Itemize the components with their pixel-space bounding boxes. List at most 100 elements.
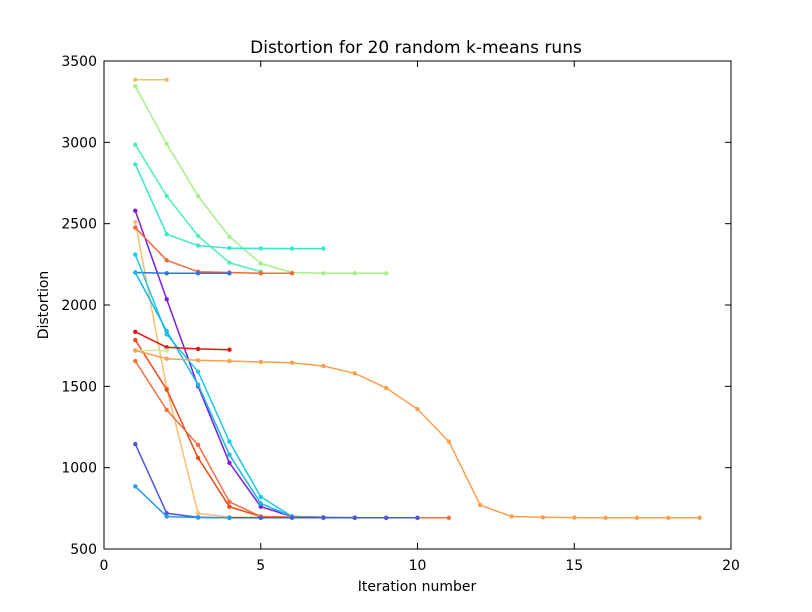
data-point	[258, 494, 263, 500]
data-point	[195, 455, 201, 461]
data-point	[195, 369, 201, 374]
data-point	[321, 271, 326, 276]
data-point	[352, 271, 357, 276]
data-point	[603, 515, 608, 520]
data-point	[133, 337, 138, 343]
data-point	[321, 363, 326, 369]
data-point	[258, 261, 263, 266]
series-line	[134, 331, 230, 351]
series-line	[134, 485, 230, 519]
data-point	[227, 271, 232, 276]
data-point	[164, 511, 169, 516]
series-3	[133, 142, 263, 274]
data-point	[227, 347, 232, 352]
data-point	[446, 439, 452, 444]
data-point	[258, 515, 263, 520]
data-point	[164, 328, 169, 334]
data-point	[227, 504, 232, 509]
series-layer	[133, 77, 702, 520]
data-point	[195, 271, 201, 276]
data-point	[164, 271, 169, 276]
data-point	[634, 515, 640, 520]
data-point	[195, 358, 201, 363]
series-4	[133, 162, 326, 251]
x-tick-label: 20	[722, 558, 740, 574]
y-tick-label: 1500	[61, 379, 97, 395]
data-point	[164, 387, 169, 392]
data-point	[164, 77, 169, 82]
data-point	[258, 501, 263, 506]
data-point	[227, 245, 232, 251]
data-point	[258, 271, 263, 276]
y-axis-label: Distortion	[36, 271, 52, 340]
y-tick-label: 3000	[61, 135, 97, 151]
data-point	[195, 346, 201, 352]
x-tick-label: 10	[409, 558, 427, 574]
data-point	[509, 514, 514, 519]
data-point	[195, 243, 201, 248]
data-point	[133, 252, 138, 257]
x-tick-label: 0	[100, 558, 109, 574]
series-14	[133, 348, 702, 520]
data-point	[352, 371, 357, 376]
data-point	[164, 514, 169, 519]
data-point	[227, 499, 232, 504]
data-point	[384, 385, 389, 391]
data-point	[195, 382, 201, 387]
series-line	[135, 271, 230, 275]
y-tick-label: 2500	[61, 217, 97, 233]
data-point	[384, 515, 389, 520]
data-point	[133, 348, 138, 353]
data-point	[133, 270, 138, 275]
data-point	[164, 258, 169, 263]
data-point	[133, 441, 138, 447]
data-point	[133, 329, 138, 334]
series-1	[133, 77, 169, 82]
data-point	[133, 77, 138, 82]
data-point	[195, 233, 201, 239]
y-tick-label: 2000	[61, 298, 97, 314]
data-point	[697, 515, 702, 520]
data-point	[164, 232, 169, 237]
data-point	[321, 246, 326, 251]
data-point	[195, 442, 201, 448]
data-point	[478, 502, 483, 508]
data-point	[352, 515, 357, 520]
data-point	[195, 511, 201, 516]
series-line	[134, 227, 293, 275]
data-point	[446, 515, 452, 520]
data-point	[164, 345, 169, 350]
data-point	[227, 460, 232, 465]
data-point	[227, 515, 232, 520]
data-point	[289, 360, 295, 365]
data-point	[133, 219, 138, 225]
y-tick-label: 1000	[61, 461, 97, 477]
data-point	[384, 271, 389, 276]
chart-title: Distortion for 20 random k-means runs	[250, 38, 582, 58]
data-point	[540, 515, 546, 520]
data-point	[321, 515, 326, 520]
data-point	[164, 356, 169, 361]
series-17	[133, 484, 232, 520]
data-point	[227, 234, 232, 239]
data-point	[164, 407, 169, 413]
data-point	[133, 484, 138, 489]
y-tick-label: 500	[70, 542, 97, 558]
x-tick-label: 15	[565, 558, 583, 574]
data-point	[289, 271, 295, 276]
y-tick-label: 3500	[61, 54, 97, 70]
data-point	[258, 359, 263, 365]
data-point	[195, 193, 201, 199]
series-11	[133, 329, 232, 352]
data-point	[415, 515, 420, 520]
data-point	[289, 515, 295, 520]
data-point	[133, 358, 138, 364]
x-axis-label: Iteration number	[358, 579, 477, 595]
data-point	[164, 193, 169, 199]
data-point	[133, 162, 138, 167]
tick-layer: 0 5 10 15 20 500 1000 1500 2000 2500 3000 3500	[61, 54, 740, 574]
data-point	[227, 260, 232, 265]
data-point	[164, 348, 169, 353]
data-point	[133, 84, 138, 89]
